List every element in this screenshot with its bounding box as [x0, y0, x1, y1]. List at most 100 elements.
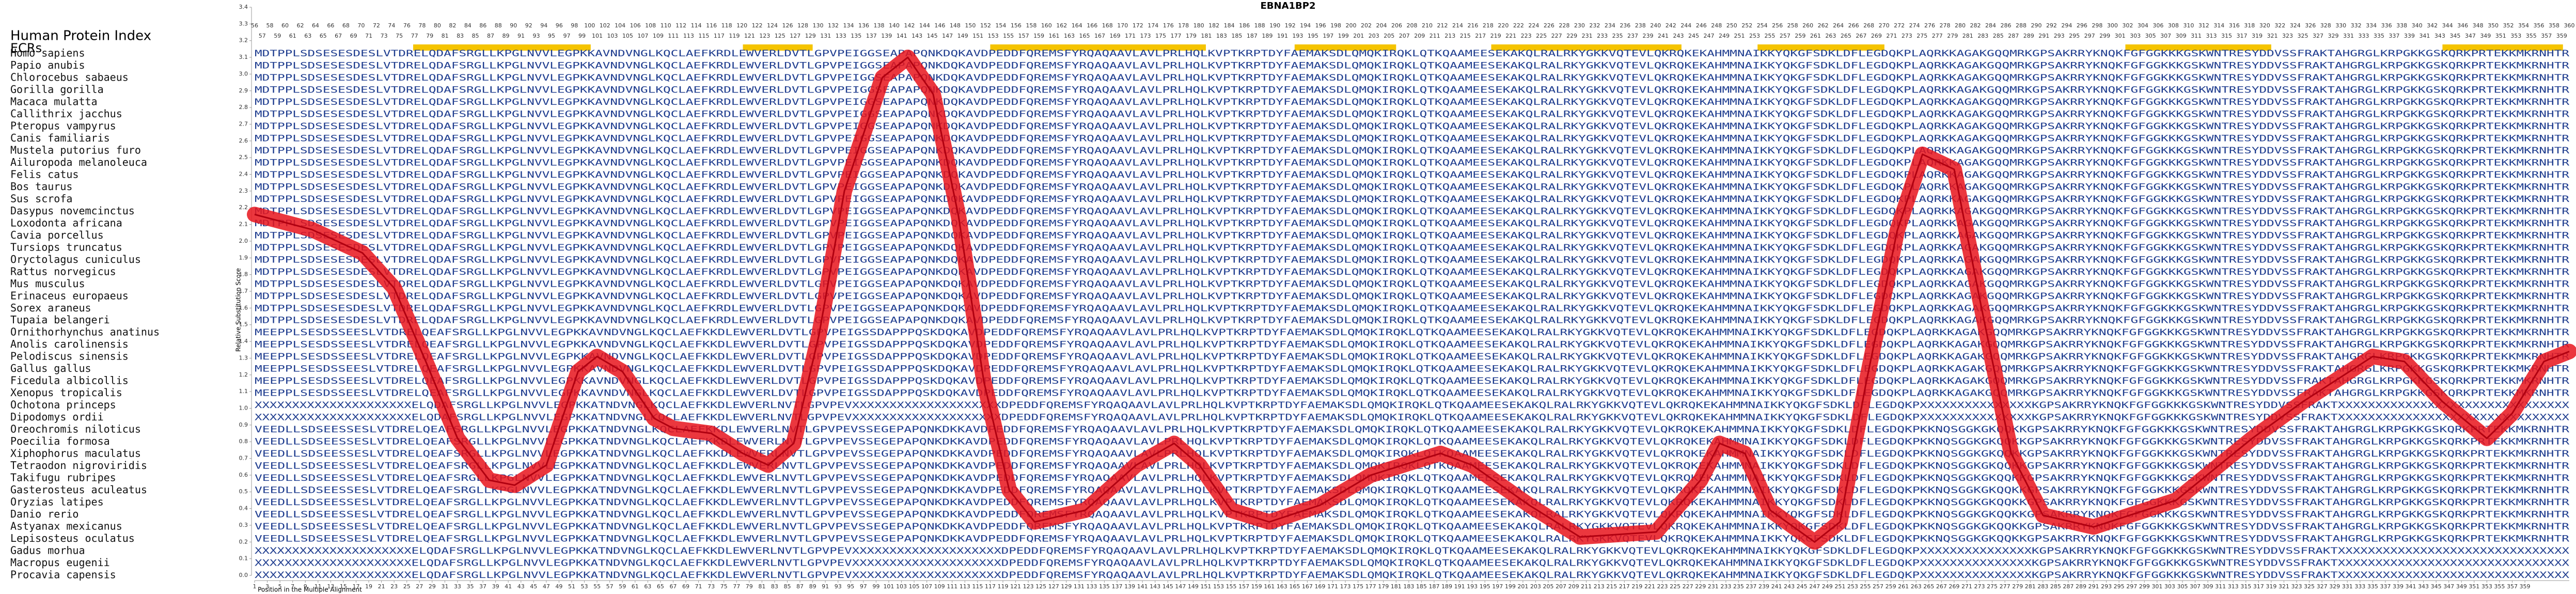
x-tick-label: 173 — [1340, 583, 1351, 590]
residue-index: 295 — [2069, 33, 2080, 39]
residue-index: 281 — [1962, 33, 1973, 39]
x-tick-label: 125 — [1035, 583, 1046, 590]
species-name: Gorilla gorilla — [10, 83, 104, 96]
x-tick-label: 207 — [1556, 583, 1566, 590]
y-tick-label: 1.0 — [239, 404, 248, 411]
x-tick-label: 175 — [1353, 583, 1363, 590]
x-tick-label: 147 — [1175, 583, 1186, 590]
residue-index: 296 — [2077, 22, 2087, 29]
residue-index: 286 — [2000, 22, 2011, 29]
residue-index: 300 — [2107, 22, 2118, 29]
x-tick-label: 113 — [960, 583, 970, 590]
x-tick-label: 309 — [2203, 583, 2213, 590]
residue-index: 244 — [1680, 22, 1691, 29]
x-tick-label: 15 — [340, 583, 347, 590]
x-tick-label: 281 — [2025, 583, 2036, 590]
species-name: Dipodomys ordii — [10, 411, 104, 423]
x-tick-label: 51 — [568, 583, 575, 590]
x-tick-label: 353 — [2481, 583, 2492, 590]
y-tick-label: 2.1 — [239, 221, 248, 228]
x-tick-label: 85 — [783, 583, 791, 590]
residue-index: 246 — [1696, 22, 1707, 29]
y-tick-label: 0.2 — [239, 538, 248, 545]
residue-index: 242 — [1666, 22, 1676, 29]
x-tick-label: 295 — [2114, 583, 2125, 590]
x-tick-label: 343 — [2418, 583, 2429, 590]
residue-index: 274 — [1909, 22, 1920, 29]
x-tick-label: 193 — [1467, 583, 1478, 590]
x-tick-label: 331 — [2342, 583, 2353, 590]
x-tick-label: 101 — [883, 583, 894, 590]
y-tick-label: 3.0 — [239, 70, 248, 77]
residue-index: 224 — [1528, 22, 1539, 29]
x-tick-label: 297 — [2126, 583, 2137, 590]
residue-index: 88 — [495, 22, 502, 29]
residue-index: 61 — [289, 33, 296, 39]
x-tick-label: 63 — [644, 583, 651, 590]
x-tick-label: 277 — [2000, 583, 2010, 590]
residue-index: 84 — [464, 22, 472, 29]
residue-index: 85 — [472, 33, 479, 39]
y-tick-label: 0.4 — [239, 505, 248, 512]
x-tick-label: 249 — [1822, 583, 1833, 590]
x-tick-label: 143 — [1150, 583, 1160, 590]
residue-index: 260 — [1802, 22, 1813, 29]
residue-index: 193 — [1292, 33, 1303, 39]
x-tick-label: 269 — [1949, 583, 1959, 590]
y-tick-label: 1.1 — [239, 388, 248, 395]
x-tick-label: 203 — [1530, 583, 1541, 590]
residue-index: 136 — [858, 22, 869, 29]
x-tick-label: 327 — [2317, 583, 2328, 590]
residue-index: 354 — [2518, 22, 2529, 29]
x-tick-label: 253 — [1847, 583, 1858, 590]
sequence: VEEDLLSDSEESSESLVTDRELQEAFSRGLLKPGLNVVLE… — [255, 449, 2570, 459]
x-tick-label: 217 — [1619, 583, 1630, 590]
x-tick-label: 155 — [1226, 583, 1237, 590]
residue-index: 235 — [1612, 33, 1623, 39]
residue-index: 294 — [2061, 22, 2072, 29]
residue-index: 151 — [972, 33, 983, 39]
residue-index: 64 — [312, 22, 319, 29]
residue-index: 243 — [1673, 33, 1684, 39]
residue-index: 289 — [2023, 33, 2034, 39]
x-tick-label: 29 — [429, 583, 436, 590]
residue-index: 287 — [2008, 33, 2019, 39]
residue-index: 347 — [2465, 33, 2476, 39]
x-tick-label: 153 — [1213, 583, 1224, 590]
residue-index: 342 — [2427, 22, 2438, 29]
x-tick-label: 279 — [2012, 583, 2023, 590]
residue-index: 328 — [2320, 22, 2331, 29]
sequence: MDTPPLSDSESESDESLVTDRELQDAFSRGLLKPGLNVVL… — [255, 60, 2570, 71]
residue-index: 132 — [828, 22, 839, 29]
x-tick-label: 87 — [796, 583, 804, 590]
species-name: Canis familiaris — [10, 132, 110, 144]
species-name: Danio rerio — [10, 508, 78, 520]
x-tick-label: 43 — [517, 583, 525, 590]
x-tick-label: 37 — [479, 583, 486, 590]
x-tick-label: 57 — [606, 583, 614, 590]
x-tick-label: 349 — [2456, 583, 2467, 590]
residue-index: 60 — [281, 22, 289, 29]
species-name: Callithrix jacchus — [10, 107, 122, 120]
residue-index: 171 — [1125, 33, 1136, 39]
x-tick-label: 129 — [1061, 583, 1072, 590]
x-tick-label: 111 — [947, 583, 957, 590]
y-tick-label: 1.6 — [239, 304, 248, 311]
residue-index: 93 — [533, 33, 540, 39]
residue-index: 272 — [1894, 22, 1905, 29]
residue-index: 323 — [2282, 33, 2293, 39]
residue-index: 170 — [1117, 22, 1128, 29]
species-name: Ailuropoda melanoleuca — [10, 156, 147, 168]
residue-index: 186 — [1239, 22, 1250, 29]
x-tick-label: 47 — [543, 583, 550, 590]
x-tick-label: 201 — [1517, 583, 1528, 590]
residue-index: 90 — [510, 22, 517, 29]
residue-index: 257 — [1780, 33, 1790, 39]
residue-index: 356 — [2534, 22, 2544, 29]
x-tick-label: 123 — [1023, 583, 1034, 590]
x-tick-label: 11 — [315, 583, 322, 590]
x-tick-label: 289 — [2076, 583, 2086, 590]
residue-index: 73 — [381, 33, 388, 39]
residue-index: 110 — [661, 22, 671, 29]
residue-index: 288 — [2016, 22, 2027, 29]
